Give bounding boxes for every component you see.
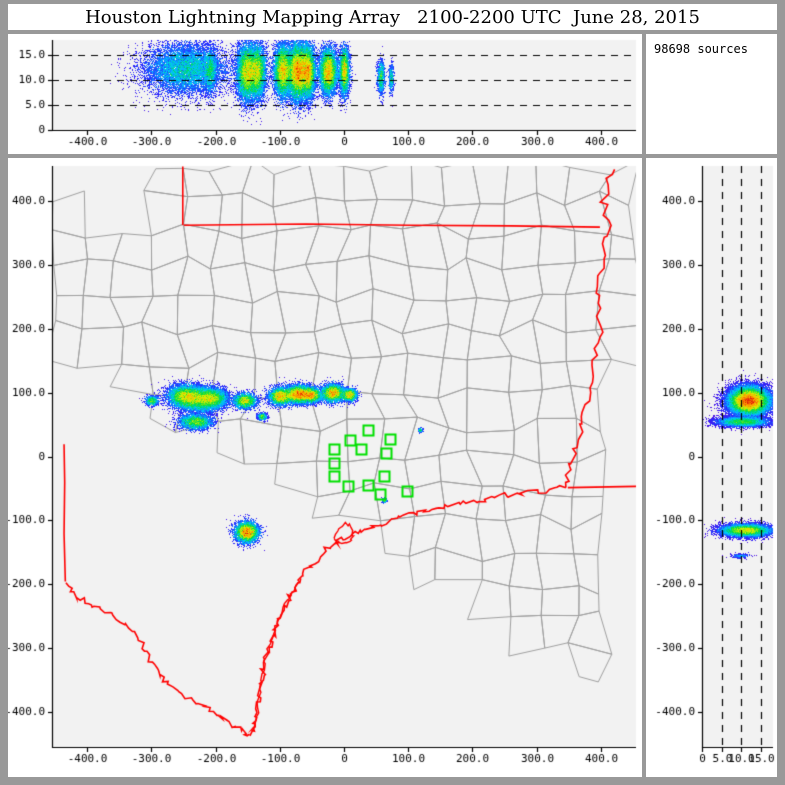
altitude-east-west-panel xyxy=(8,34,642,154)
sources-count-label: 98698 sources xyxy=(654,42,748,56)
sources-count-panel: 98698 sources xyxy=(646,34,777,154)
title-bar: Houston Lightning Mapping Array 2100-220… xyxy=(8,4,777,30)
page-title: Houston Lightning Mapping Array 2100-220… xyxy=(85,6,700,28)
altitude-north-south-panel xyxy=(646,158,777,777)
altitude-east-west-canvas xyxy=(8,34,642,154)
plan-view-map-panel xyxy=(8,158,642,777)
plan-view-map-canvas xyxy=(8,158,642,777)
altitude-north-south-canvas xyxy=(646,158,777,777)
